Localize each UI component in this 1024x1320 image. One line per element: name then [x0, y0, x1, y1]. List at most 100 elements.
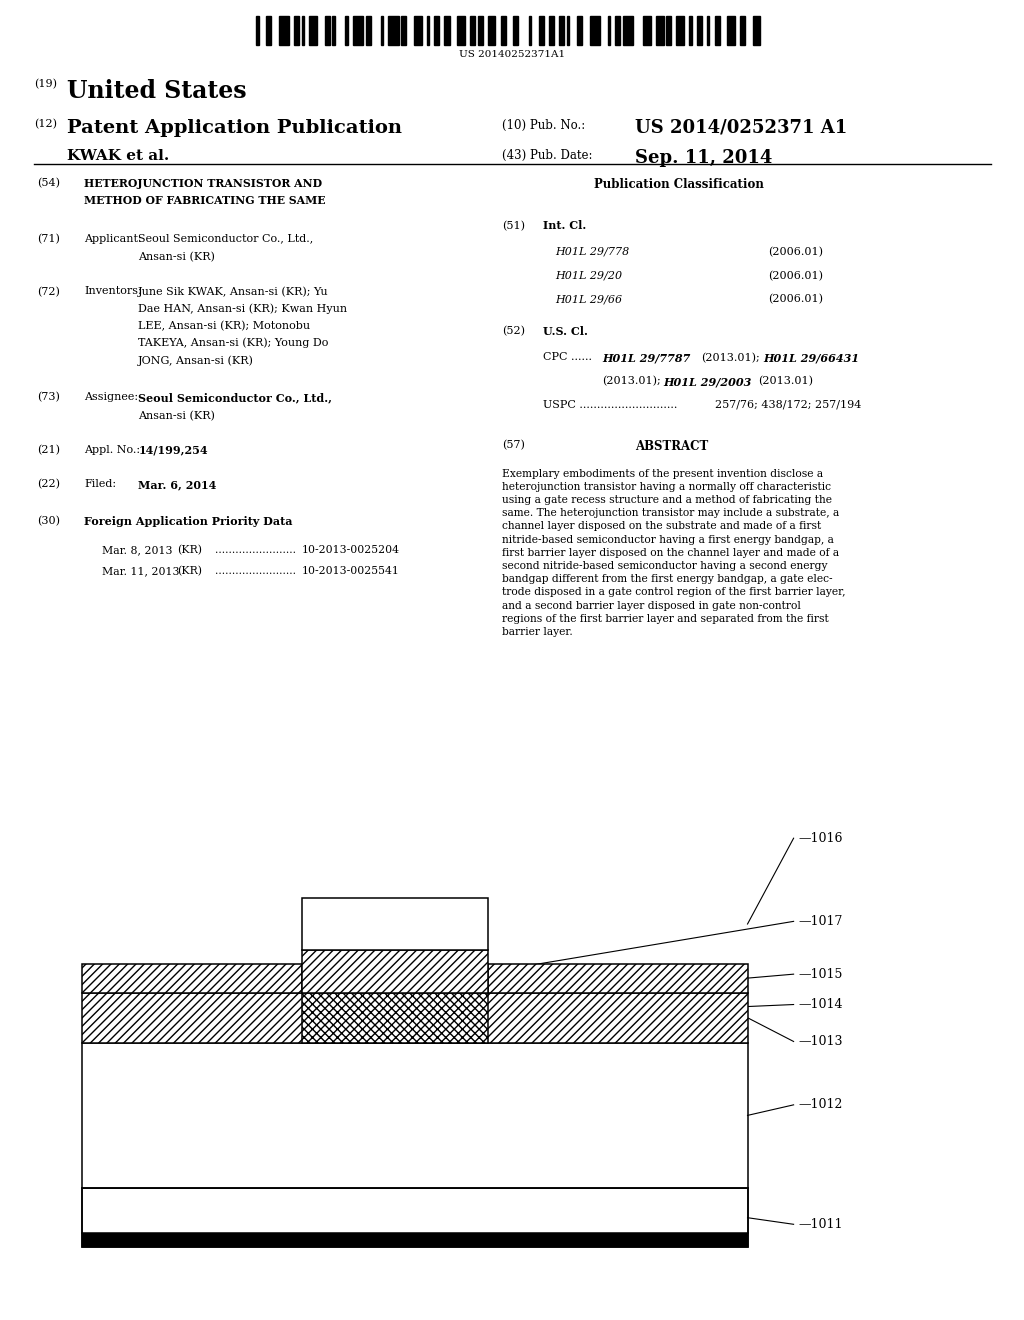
Bar — [727, 16, 735, 45]
Text: (2006.01): (2006.01) — [768, 247, 823, 257]
Bar — [82, 1188, 748, 1247]
Text: (73): (73) — [37, 392, 59, 403]
Bar — [689, 16, 691, 45]
Bar — [302, 16, 304, 45]
Bar — [549, 16, 554, 45]
Text: (51): (51) — [502, 220, 524, 231]
Bar — [82, 964, 302, 993]
Bar — [302, 993, 488, 1043]
Bar — [566, 16, 569, 45]
Text: Mar. 6, 2014: Mar. 6, 2014 — [138, 479, 217, 490]
Bar — [302, 950, 488, 993]
Bar — [414, 16, 422, 45]
Bar — [366, 16, 371, 45]
Bar — [345, 16, 348, 45]
Bar — [715, 16, 720, 45]
Text: Ansan-si (KR): Ansan-si (KR) — [138, 411, 215, 421]
Text: ........................: ........................ — [215, 566, 296, 577]
Text: (2006.01): (2006.01) — [768, 294, 823, 305]
Text: H01L 29/20: H01L 29/20 — [555, 271, 623, 281]
Text: (KR): (KR) — [177, 545, 202, 556]
Text: Assignee:: Assignee: — [84, 392, 138, 403]
Text: (52): (52) — [502, 326, 524, 337]
Bar — [753, 16, 761, 45]
Text: —1012: —1012 — [799, 1098, 843, 1111]
Bar — [401, 16, 407, 45]
Bar — [279, 16, 289, 45]
Bar — [577, 16, 582, 45]
Text: Int. Cl.: Int. Cl. — [543, 220, 586, 231]
Text: US 20140252371A1: US 20140252371A1 — [459, 50, 565, 59]
Text: (KR): (KR) — [177, 566, 202, 577]
Bar — [513, 16, 518, 45]
Bar — [302, 898, 488, 950]
Text: Sep. 11, 2014: Sep. 11, 2014 — [635, 149, 772, 168]
Bar — [444, 16, 450, 45]
Text: KWAK et al.: KWAK et al. — [67, 149, 169, 164]
Bar — [266, 16, 271, 45]
Text: Mar. 8, 2013: Mar. 8, 2013 — [102, 545, 173, 556]
Text: —1017: —1017 — [799, 915, 843, 928]
Bar — [501, 16, 506, 45]
Text: —1013: —1013 — [799, 1035, 843, 1048]
Text: US 2014/0252371 A1: US 2014/0252371 A1 — [635, 119, 847, 137]
Bar — [559, 16, 564, 45]
Bar — [623, 16, 633, 45]
Text: Seoul Semiconductor Co., Ltd.,: Seoul Semiconductor Co., Ltd., — [138, 234, 313, 244]
Text: H01L 29/66431: H01L 29/66431 — [763, 352, 859, 363]
Bar — [615, 16, 621, 45]
Text: Exemplary embodiments of the present invention disclose a
heterojunction transis: Exemplary embodiments of the present inv… — [502, 469, 845, 638]
Text: United States: United States — [67, 79, 246, 103]
Text: Dae HAN, Ansan-si (KR); Kwan Hyun: Dae HAN, Ansan-si (KR); Kwan Hyun — [138, 304, 347, 314]
Bar — [325, 16, 330, 45]
Bar — [381, 16, 383, 45]
Text: (43) Pub. Date:: (43) Pub. Date: — [502, 149, 592, 162]
Text: JONG, Ansan-si (KR): JONG, Ansan-si (KR) — [138, 355, 254, 366]
Text: Patent Application Publication: Patent Application Publication — [67, 119, 401, 137]
Text: (2013.01): (2013.01) — [758, 376, 813, 387]
Text: CPC ......: CPC ...... — [543, 352, 592, 363]
Text: (30): (30) — [37, 516, 59, 527]
Text: —1016: —1016 — [799, 832, 843, 845]
Bar — [477, 16, 482, 45]
Text: (12): (12) — [34, 119, 56, 129]
Text: —1015: —1015 — [799, 968, 843, 981]
Text: Publication Classification: Publication Classification — [594, 178, 764, 191]
Bar — [427, 16, 429, 45]
Bar — [539, 16, 544, 45]
Text: H01L 29/66: H01L 29/66 — [555, 294, 623, 305]
Text: (2006.01): (2006.01) — [768, 271, 823, 281]
Text: (21): (21) — [37, 445, 59, 455]
Text: H01L 29/2003: H01L 29/2003 — [664, 376, 752, 387]
Bar — [333, 16, 335, 45]
Bar — [256, 16, 258, 45]
Text: (72): (72) — [37, 286, 59, 297]
Text: H01L 29/7787: H01L 29/7787 — [602, 352, 690, 363]
Text: HETEROJUNCTION TRANSISTOR AND: HETEROJUNCTION TRANSISTOR AND — [84, 178, 323, 189]
Bar — [294, 16, 299, 45]
Text: Foreign Application Priority Data: Foreign Application Priority Data — [84, 516, 293, 527]
Text: Appl. No.:: Appl. No.: — [84, 445, 140, 455]
Text: (22): (22) — [37, 479, 59, 490]
Bar — [487, 16, 496, 45]
Text: Applicant:: Applicant: — [84, 234, 141, 244]
Text: (19): (19) — [34, 79, 56, 90]
Bar — [643, 16, 651, 45]
Bar — [82, 1043, 748, 1188]
Text: H01L 29/778: H01L 29/778 — [555, 247, 630, 257]
Bar — [82, 993, 748, 1043]
Text: USPC ............................: USPC ............................ — [543, 400, 677, 411]
Text: 257/76; 438/172; 257/194: 257/76; 438/172; 257/194 — [715, 400, 861, 411]
Text: 10-2013-0025204: 10-2013-0025204 — [302, 545, 400, 556]
Bar — [707, 16, 710, 45]
Text: Seoul Semiconductor Co., Ltd.,: Seoul Semiconductor Co., Ltd., — [138, 392, 332, 403]
Text: —1011: —1011 — [799, 1218, 843, 1230]
Text: Filed:: Filed: — [84, 479, 116, 490]
Text: (10) Pub. No.:: (10) Pub. No.: — [502, 119, 585, 132]
Bar — [488, 964, 748, 993]
Bar — [458, 16, 465, 45]
Text: TAKEYA, Ansan-si (KR); Young Do: TAKEYA, Ansan-si (KR); Young Do — [138, 338, 329, 348]
Text: Mar. 11, 2013: Mar. 11, 2013 — [102, 566, 180, 577]
Text: Ansan-si (KR): Ansan-si (KR) — [138, 252, 215, 263]
Text: (2013.01);: (2013.01); — [602, 376, 660, 387]
